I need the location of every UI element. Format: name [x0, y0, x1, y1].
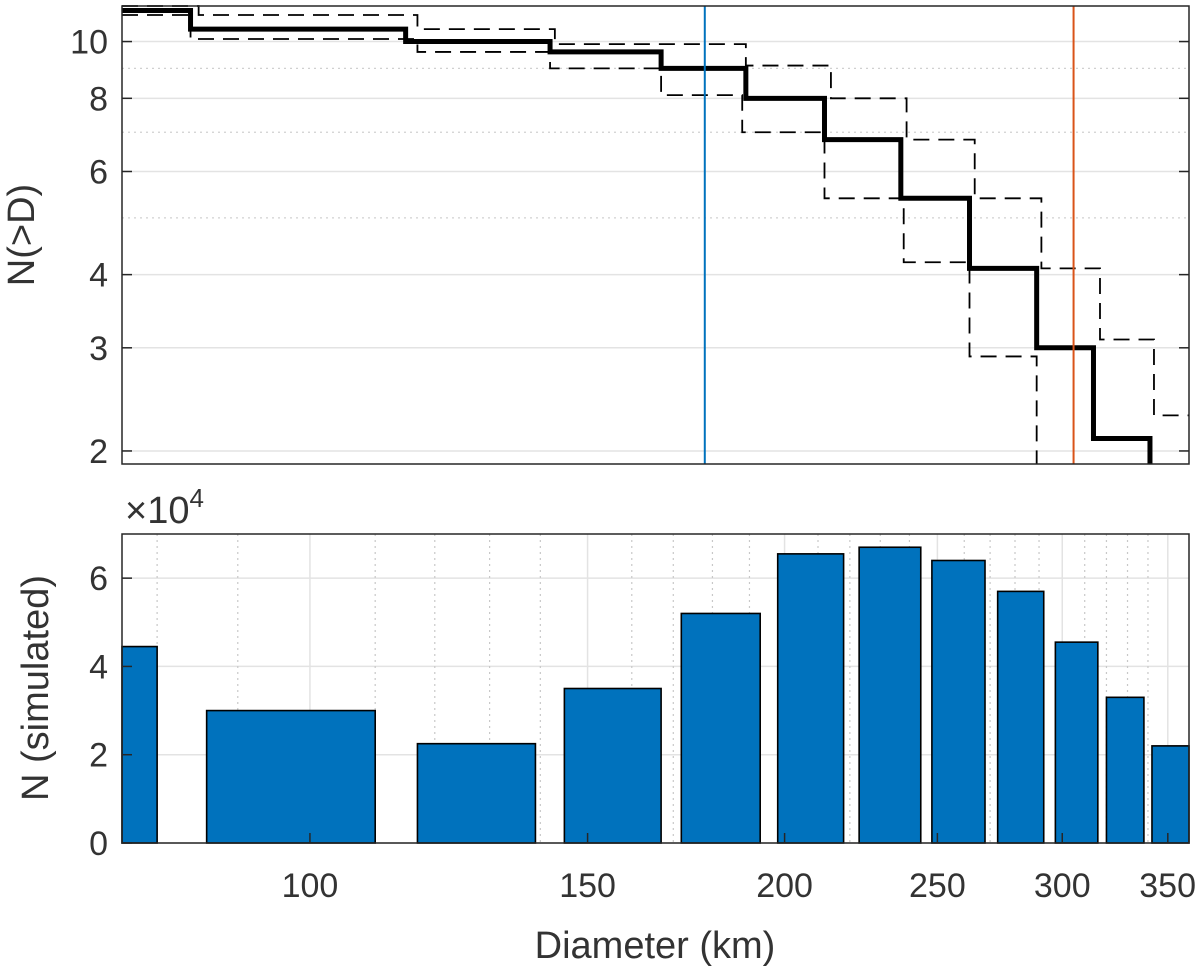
bottom-y-tick-label: 6 — [89, 560, 108, 598]
top-y-tick-label: 6 — [89, 153, 108, 191]
histogram-bar — [996, 590, 1045, 844]
histogram-bar — [1054, 641, 1099, 844]
median-step-line — [122, 7, 1153, 464]
histogram-bar — [776, 553, 845, 844]
exponent-power: 4 — [189, 483, 203, 513]
bottom-y-tick-label: 0 — [89, 825, 108, 863]
x-tick-label: 250 — [909, 867, 966, 905]
x-tick-label: 300 — [1034, 867, 1091, 905]
bottom-axes-box — [121, 533, 1190, 844]
bottom-exponent-label: ×104 — [125, 483, 204, 532]
top-y-tick-label: 3 — [89, 330, 108, 368]
bottom-y-axis-label: N (simulated) — [15, 575, 57, 801]
top-reference-lines — [703, 6, 1075, 464]
exponent-base: ×10 — [125, 490, 189, 532]
histogram-bar — [121, 645, 158, 844]
cumulative-count-panel: 2 3 4 6 8 10 N(>D) — [1, 5, 1190, 471]
top-y-tick-label: 4 — [89, 257, 108, 295]
bottom-bars-group — [121, 546, 1190, 844]
histogram-bar — [563, 687, 662, 844]
bottom-y-tick-label: 4 — [89, 648, 108, 686]
histogram-bar — [416, 742, 537, 844]
x-axis-label: Diameter (km) — [535, 925, 776, 967]
top-y-tick-label: 10 — [70, 24, 108, 62]
top-gridlines — [122, 40, 1189, 452]
x-tick-label: 150 — [559, 867, 616, 905]
x-tick-label: 350 — [1139, 867, 1196, 905]
bottom-ticks: 0 2 4 6 100 150 200 250 300 350 — [89, 560, 1196, 905]
top-axes-box — [121, 5, 1190, 465]
histogram-bar — [205, 709, 376, 844]
x-tick-label: 200 — [756, 867, 813, 905]
histogram-bar — [680, 612, 761, 844]
histogram-bar — [931, 559, 986, 844]
confidence-bound-line — [122, 14, 1038, 464]
top-plot-area — [122, 6, 1189, 464]
top-series-group — [122, 5, 1189, 464]
bottom-y-tick-label: 2 — [89, 737, 108, 775]
top-y-tick-label: 2 — [89, 433, 108, 471]
top-y-ticks: 2 3 4 6 8 10 — [70, 24, 1189, 471]
histogram-bar — [858, 546, 922, 844]
top-y-tick-label: 8 — [89, 80, 108, 118]
x-tick-label: 100 — [282, 867, 339, 905]
top-y-axis-label: N(>D) — [1, 184, 43, 286]
histogram-bar — [1105, 696, 1145, 844]
confidence-bound-line — [122, 5, 1189, 417]
histogram-bar — [1151, 745, 1190, 844]
